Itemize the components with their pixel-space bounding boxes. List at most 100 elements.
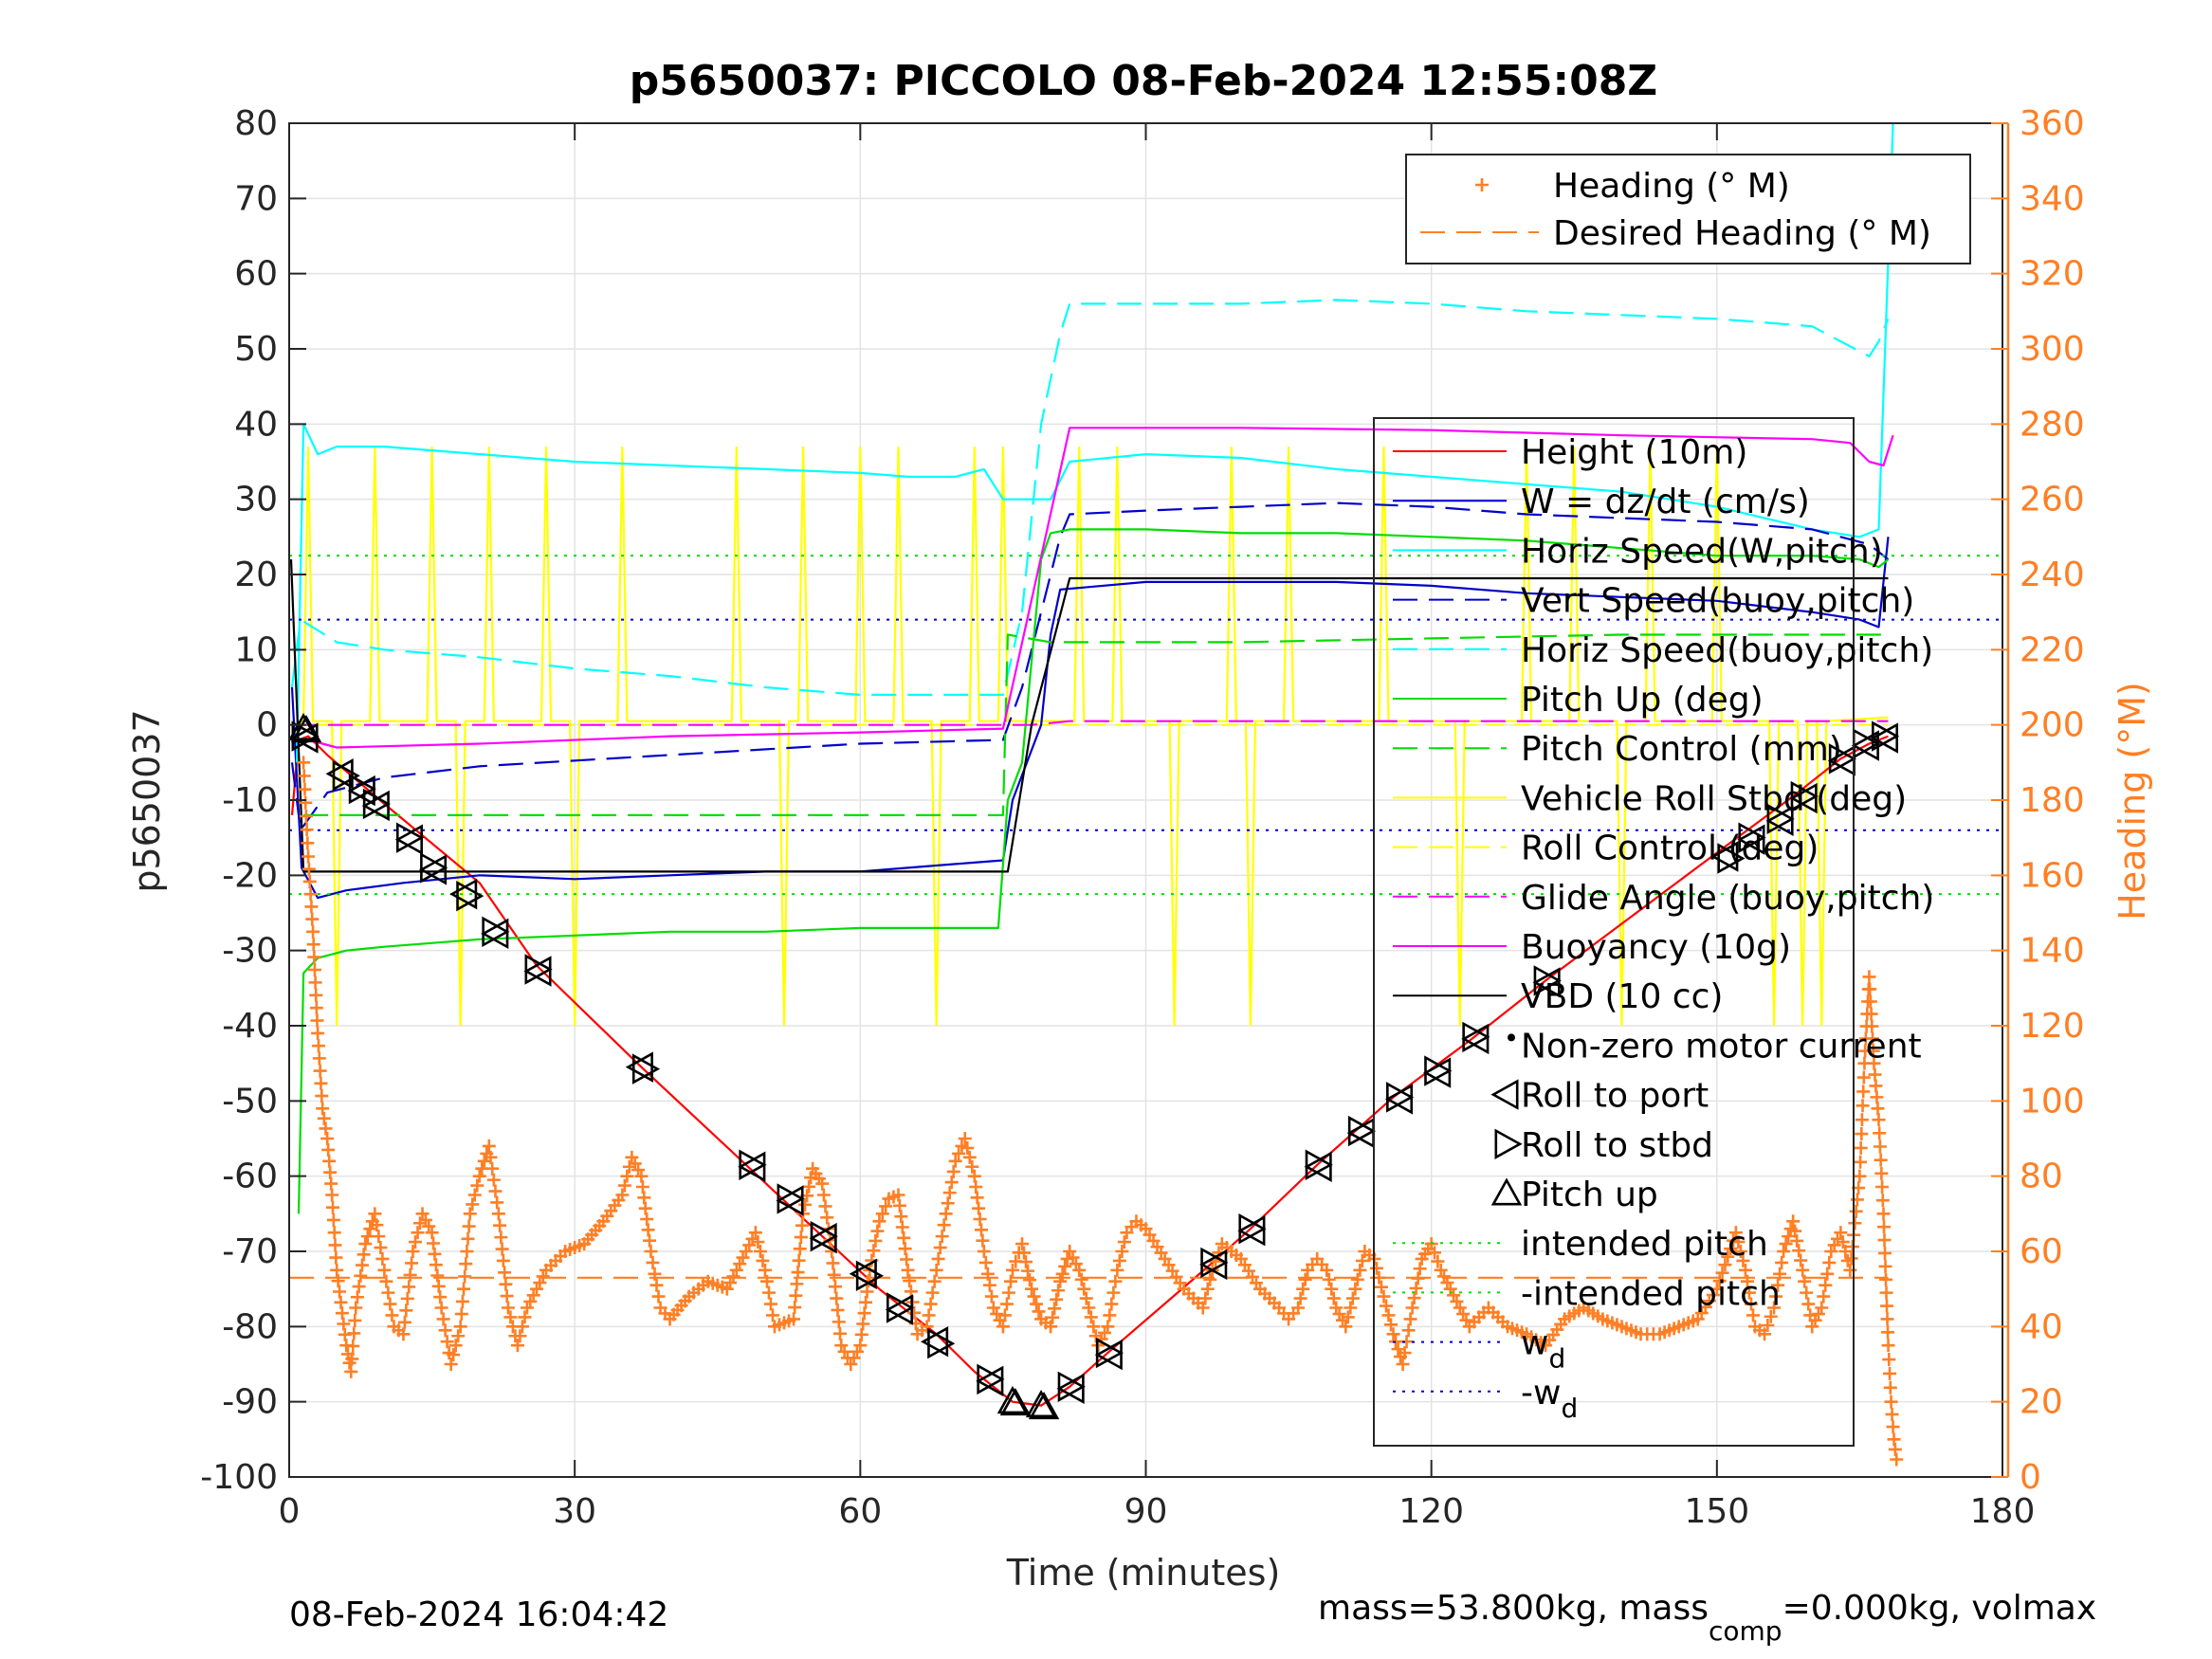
y2-tick-label: 160 <box>2020 856 2085 895</box>
marker-right-pair <box>361 790 390 822</box>
heading-point <box>515 1320 529 1334</box>
heading-point <box>984 1289 998 1304</box>
heading-point <box>761 1285 776 1300</box>
x-axis-label: Time (minutes) <box>1006 1552 1281 1594</box>
heading-point <box>1875 1180 1890 1194</box>
legend-heading-marker <box>1475 178 1489 191</box>
heading-point <box>833 1326 848 1340</box>
heading-point <box>853 1339 868 1353</box>
heading-point <box>1865 1019 1879 1033</box>
heading-point <box>1098 1325 1111 1340</box>
marker-right <box>1738 822 1766 853</box>
heading-point <box>733 1257 747 1271</box>
heading-point <box>972 1201 986 1215</box>
heading-point <box>349 1301 363 1315</box>
heading-point <box>1344 1301 1358 1315</box>
heading-point <box>1117 1235 1131 1249</box>
heading-point <box>791 1266 805 1280</box>
heading-point <box>499 1277 513 1291</box>
heading-point <box>1399 1335 1414 1349</box>
legend-main-label: Vehicle Roll Stbd (deg) <box>1521 779 1907 818</box>
heading-point <box>1203 1272 1217 1286</box>
heading-point <box>1764 1309 1778 1323</box>
heading-point <box>1069 1257 1083 1271</box>
marker-up <box>996 1385 1029 1414</box>
heading-point <box>431 1279 446 1293</box>
heading-point <box>1391 1342 1405 1357</box>
heading-point <box>470 1178 484 1193</box>
heading-point <box>307 950 321 964</box>
heading-point <box>793 1242 807 1256</box>
heading-point <box>802 1179 816 1194</box>
heading-point <box>1866 1044 1880 1058</box>
heading-point <box>1046 1310 1060 1324</box>
heading-point <box>857 1306 871 1321</box>
heading-point <box>844 1358 858 1371</box>
heading-point <box>1790 1233 1804 1248</box>
heading-point <box>1715 1266 1729 1280</box>
heading-point <box>337 1317 351 1331</box>
heading-point <box>1072 1263 1087 1277</box>
heading-point <box>900 1252 914 1267</box>
heading-point <box>299 795 313 810</box>
marker-right <box>1872 720 1900 752</box>
heading-point <box>787 1312 801 1326</box>
heading-point <box>311 1039 325 1053</box>
heading-point <box>794 1231 808 1245</box>
heading-point <box>411 1226 425 1240</box>
heading-point <box>503 1310 518 1324</box>
heading-point <box>1800 1285 1814 1300</box>
heading-point <box>1055 1267 1069 1281</box>
heading-point <box>1322 1272 1336 1286</box>
heading-point <box>316 1102 330 1116</box>
legend-main-label: Non-zero motor current <box>1521 1027 1922 1066</box>
heading-point <box>1845 1240 1859 1254</box>
heading-point <box>1115 1245 1129 1258</box>
heading-point <box>1398 1346 1412 1360</box>
heading-point <box>298 782 312 796</box>
marker-up <box>1025 1389 1057 1418</box>
x-tick-label: 60 <box>838 1492 882 1531</box>
marker-right-pair <box>1237 1214 1266 1247</box>
heading-point <box>321 1142 336 1157</box>
heading-point <box>1728 1226 1743 1240</box>
legend-main-label: Roll Control (deg) <box>1521 830 1819 868</box>
heading-point <box>1798 1274 1812 1288</box>
heading-point <box>854 1327 868 1341</box>
heading-point <box>1880 1312 1894 1326</box>
marker-right <box>1095 1337 1124 1369</box>
heading-point <box>1087 1320 1101 1334</box>
heading-point <box>322 1154 337 1168</box>
heading-point <box>1876 1207 1891 1221</box>
legend-main-label: Pitch up <box>1521 1176 1658 1214</box>
heading-point <box>1740 1274 1754 1288</box>
marker-up-pair <box>999 1387 1032 1416</box>
heading-point <box>396 1327 411 1341</box>
heading-point <box>974 1223 988 1237</box>
marker-right-pair <box>885 1294 913 1325</box>
heading-point <box>1724 1242 1738 1256</box>
heading-point <box>1883 1380 1897 1395</box>
heading-point <box>977 1245 991 1258</box>
heading-point <box>302 862 316 876</box>
heading-point <box>638 1201 652 1215</box>
heading-point <box>1878 1259 1892 1273</box>
legend-main-label: Glide Angle (buoy,pitch) <box>1521 879 1934 918</box>
heading-point <box>931 1251 945 1266</box>
heading-point <box>1856 1099 1870 1113</box>
heading-point <box>454 1307 468 1322</box>
heading-point <box>826 1256 840 1270</box>
heading-point <box>1044 1320 1058 1334</box>
heading-point <box>1709 1282 1724 1296</box>
heading-point <box>354 1268 368 1283</box>
heading-point <box>409 1235 423 1249</box>
heading-point <box>1355 1253 1369 1267</box>
heading-point <box>640 1212 654 1226</box>
y2-tick-label: 120 <box>2020 1007 2085 1046</box>
y2-tick-label: 240 <box>2020 556 2085 594</box>
heading-point <box>1885 1407 1899 1421</box>
heading-point <box>1015 1237 1029 1251</box>
y-tick-label: -80 <box>222 1307 278 1346</box>
heading-point <box>307 963 321 976</box>
